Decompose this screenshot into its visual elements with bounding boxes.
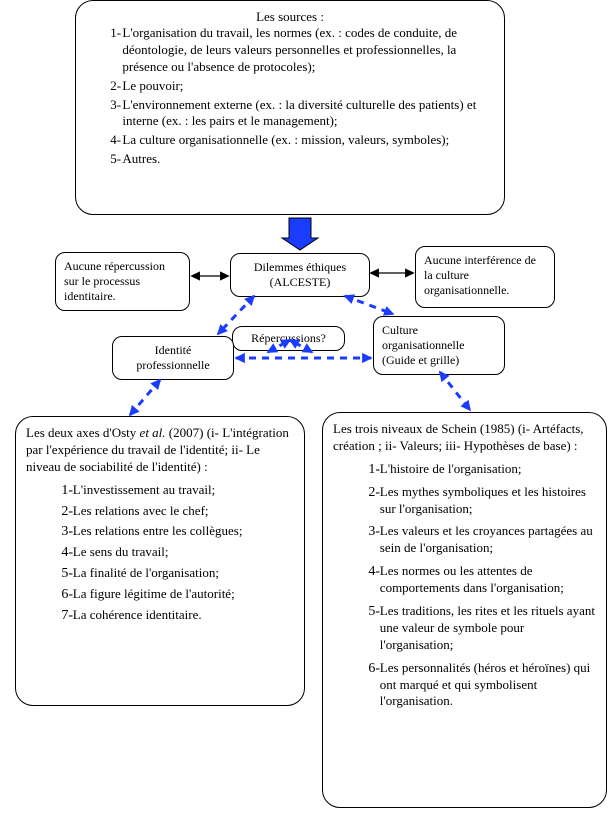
sources-title: Les sources :	[86, 9, 494, 25]
list-number: 5-	[52, 565, 73, 583]
list-item: 1-L'investissement au travail;	[52, 482, 294, 499]
list-item: 3-Les valeurs et les croyances partagées…	[359, 523, 596, 557]
list-number: 3-	[52, 523, 73, 541]
identite-box: Identité professionnelle	[112, 336, 234, 380]
list-item: 6-Les personnalités (héros et héroïnes) …	[359, 660, 596, 711]
left-note-box: Aucune répercussion sur le processus ide…	[55, 252, 190, 311]
osty-intro-etal: et al.	[140, 425, 166, 440]
list-number: 4-	[359, 563, 380, 581]
list-text: La figure légitime de l'autorité;	[73, 586, 235, 601]
list-item: 1-L'organisation du travail, les normes …	[102, 25, 494, 76]
right-note-box: Aucune interférence de la culture organi…	[415, 246, 555, 308]
list-text: Le pouvoir;	[122, 78, 183, 93]
list-number: 4-	[102, 132, 122, 149]
list-text: Les traditions, les rites et les rituels…	[380, 603, 595, 652]
list-number: 3-	[102, 97, 122, 114]
list-text: L'investissement au travail;	[73, 482, 215, 497]
list-number: 4-	[52, 544, 73, 562]
list-item: 4-La culture organisationnelle (ex. : mi…	[102, 132, 494, 149]
list-item: 7-La cohérence identitaire.	[52, 607, 294, 624]
list-text: L'organisation du travail, les normes (e…	[122, 25, 457, 74]
list-text: Autres.	[122, 151, 160, 166]
list-item: 3-L'environnement externe (ex. : la dive…	[102, 97, 494, 131]
list-number: 5-	[102, 151, 122, 168]
list-text: Les normes ou les attentes de comporteme…	[380, 563, 564, 595]
list-text: Les personnalités (héros et héroïnes) qu…	[380, 660, 590, 709]
list-text: Les relations entre les collègues;	[73, 523, 243, 538]
list-item: 1-L'histoire de l'organisation;	[359, 461, 596, 478]
list-text: La finalité de l'organisation;	[73, 565, 219, 580]
left-note-text: Aucune répercussion sur le processus ide…	[64, 259, 165, 303]
list-number: 6-	[359, 660, 380, 678]
osty-list: 1-L'investissement au travail;2-Les rela…	[26, 482, 294, 624]
list-item: 5-La finalité de l'organisation;	[52, 565, 294, 582]
culture-box: Culture organisationnelle (Guide et gril…	[373, 316, 505, 375]
culture-line3: (Guide et grille)	[382, 353, 459, 367]
list-text: L'histoire de l'organisation;	[380, 461, 522, 476]
list-text: Les valeurs et les croyances partagées a…	[380, 523, 593, 555]
identite-line1: Identité	[155, 343, 192, 357]
list-item: 4-Le sens du travail;	[52, 544, 294, 561]
dilemmes-line1: Dilemmes éthiques	[254, 260, 346, 274]
list-item: 2-Les mythes symboliques et les histoire…	[359, 484, 596, 518]
list-text: Les relations avec le chef;	[73, 503, 209, 518]
list-number: 7-	[52, 607, 73, 625]
culture-line1: Culture	[382, 323, 418, 337]
repercussions-text: Répercussions?	[251, 331, 326, 345]
list-item: 2-Les relations avec le chef;	[52, 503, 294, 520]
list-item: 5-Autres.	[102, 151, 494, 168]
list-number: 3-	[359, 523, 380, 541]
sources-list: 1-L'organisation du travail, les normes …	[86, 25, 494, 168]
dilemmes-box: Dilemmes éthiques (ALCESTE)	[230, 253, 370, 297]
osty-intro: Les deux axes d'Osty et al. (2007) (i- L…	[26, 425, 294, 476]
sources-box: Les sources : 1-L'organisation du travai…	[75, 0, 505, 215]
list-item: 6-La figure légitime de l'autorité;	[52, 586, 294, 603]
list-item: 2-Le pouvoir;	[102, 78, 494, 95]
schein-list: 1-L'histoire de l'organisation;2-Les myt…	[333, 461, 596, 711]
list-text: La culture organisationnelle (ex. : miss…	[122, 132, 449, 147]
list-item: 3-Les relations entre les collègues;	[52, 523, 294, 540]
list-item: 4-Les normes ou les attentes de comporte…	[359, 563, 596, 597]
list-text: L'environnement externe (ex. : la divers…	[122, 97, 476, 129]
list-text: Le sens du travail;	[73, 544, 169, 559]
repercussions-box: Répercussions?	[232, 326, 345, 351]
list-item: 5-Les traditions, les rites et les ritue…	[359, 603, 596, 654]
identite-line2: professionnelle	[136, 358, 209, 372]
list-number: 5-	[359, 603, 380, 621]
list-number: 2-	[359, 484, 380, 502]
list-number: 1-	[102, 25, 122, 42]
osty-intro-prefix: Les deux axes d'Osty	[26, 425, 140, 440]
osty-box: Les deux axes d'Osty et al. (2007) (i- L…	[15, 416, 305, 706]
dilemmes-line2: (ALCESTE)	[270, 275, 331, 289]
schein-box: Les trois niveaux de Schein (1985) (i- A…	[322, 412, 607, 808]
list-number: 1-	[359, 461, 380, 479]
list-number: 1-	[52, 482, 73, 500]
list-number: 2-	[52, 503, 73, 521]
list-text: La cohérence identitaire.	[73, 607, 202, 622]
right-note-text: Aucune interférence de la culture organi…	[424, 253, 536, 297]
list-text: Les mythes symboliques et les histoires …	[380, 484, 586, 516]
list-number: 6-	[52, 586, 73, 604]
schein-intro: Les trois niveaux de Schein (1985) (i- A…	[333, 421, 596, 455]
list-number: 2-	[102, 78, 122, 95]
culture-line2: organisationnelle	[382, 338, 464, 352]
